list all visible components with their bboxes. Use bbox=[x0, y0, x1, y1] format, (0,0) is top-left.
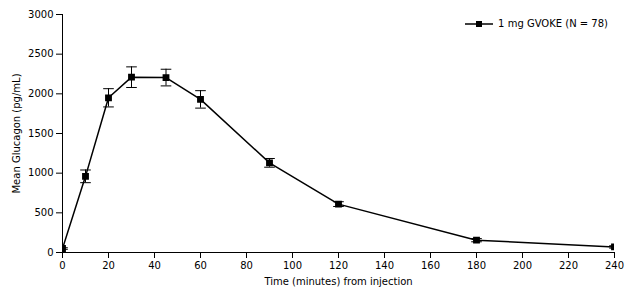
svg-text:160: 160 bbox=[421, 260, 440, 271]
svg-text:200: 200 bbox=[513, 260, 532, 271]
svg-text:120: 120 bbox=[329, 260, 348, 271]
svg-text:220: 220 bbox=[559, 260, 578, 271]
svg-text:0: 0 bbox=[59, 260, 65, 271]
svg-text:80: 80 bbox=[240, 260, 253, 271]
svg-text:240: 240 bbox=[605, 260, 624, 271]
svg-text:3000: 3000 bbox=[28, 9, 53, 20]
svg-text:140: 140 bbox=[375, 260, 394, 271]
svg-text:1000: 1000 bbox=[28, 167, 53, 178]
svg-text:60: 60 bbox=[194, 260, 207, 271]
svg-text:20: 20 bbox=[102, 260, 115, 271]
svg-text:1500: 1500 bbox=[28, 128, 53, 139]
svg-text:2000: 2000 bbox=[28, 88, 53, 99]
svg-text:500: 500 bbox=[34, 207, 53, 218]
svg-text:Mean Glucagon (pg/mL): Mean Glucagon (pg/mL) bbox=[11, 73, 22, 193]
svg-text:2500: 2500 bbox=[28, 48, 53, 59]
svg-text:40: 40 bbox=[148, 260, 161, 271]
svg-text:Time (minutes) from injection: Time (minutes) from injection bbox=[263, 276, 412, 287]
svg-text:0: 0 bbox=[47, 247, 53, 258]
html-text:1 mg GVOKE (N = 78): 1 mg GVOKE (N = 78) bbox=[498, 18, 608, 29]
svg-text:100: 100 bbox=[283, 260, 302, 271]
svg-text:180: 180 bbox=[467, 260, 486, 271]
